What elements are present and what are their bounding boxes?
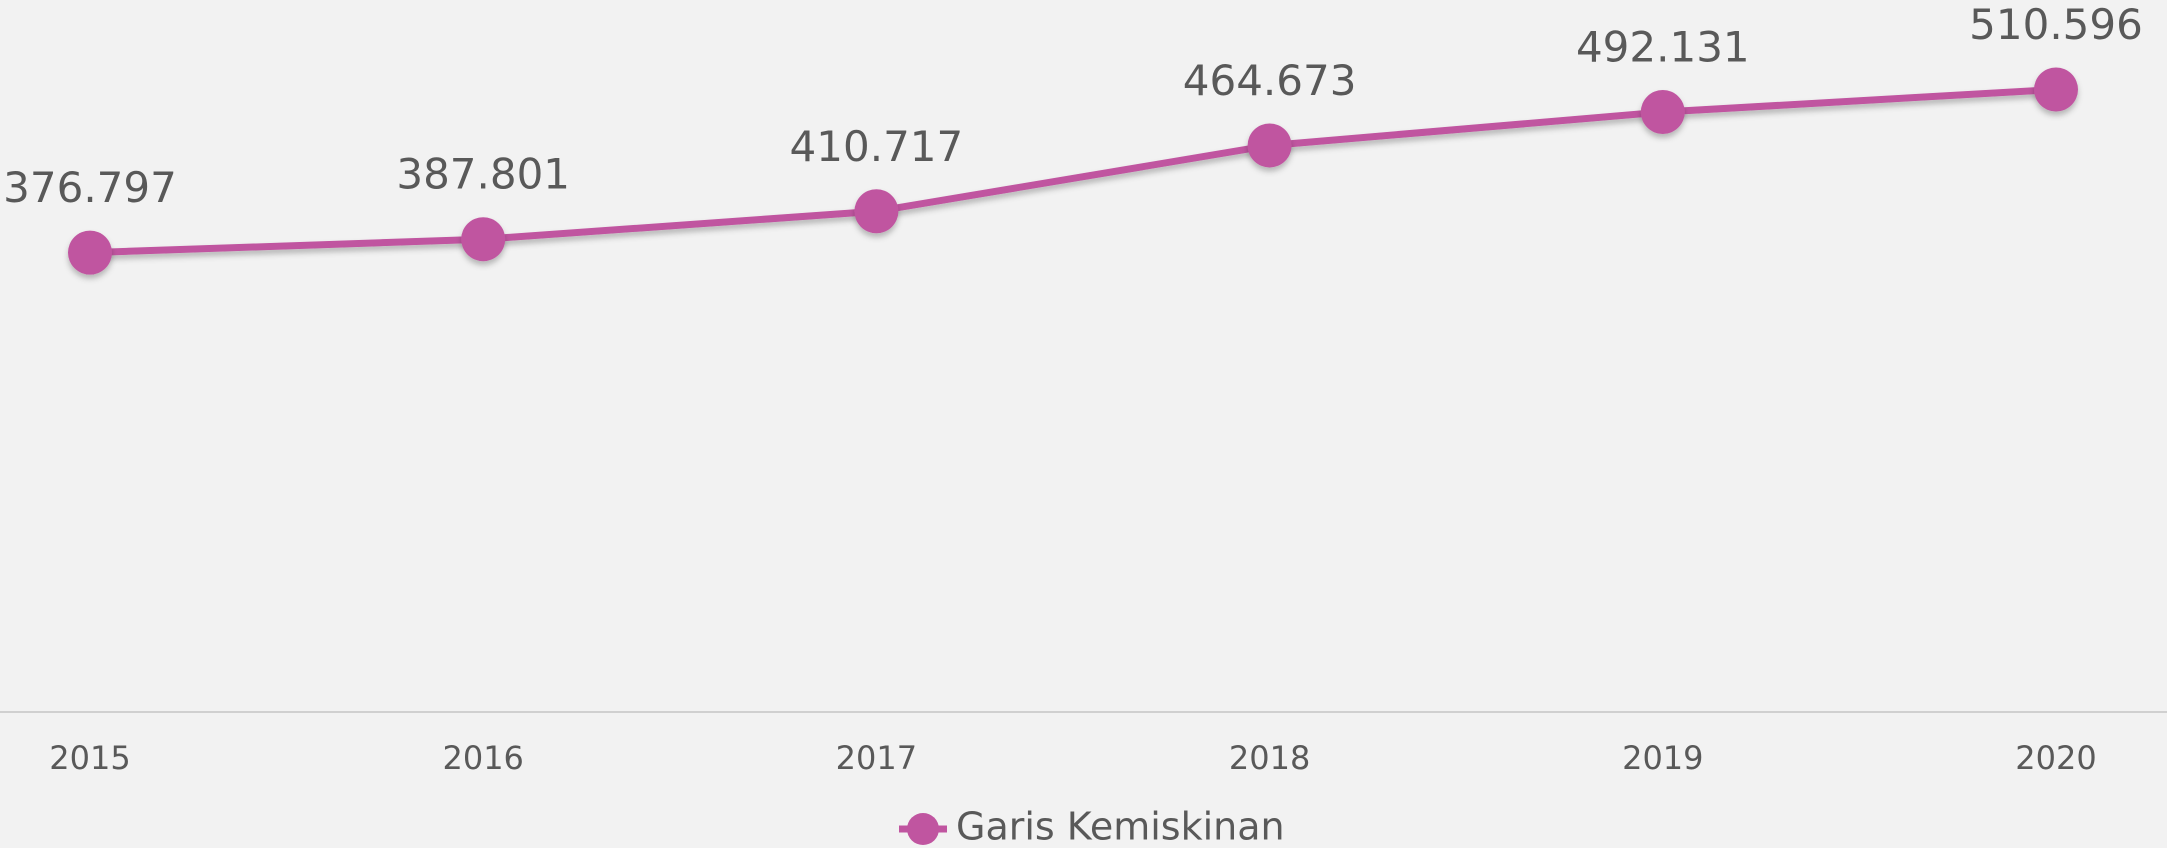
point-marker bbox=[854, 189, 899, 234]
data-label: 492.131 bbox=[1576, 23, 1750, 72]
x-tick-label: 2015 bbox=[49, 739, 130, 777]
point-marker bbox=[1247, 123, 1292, 168]
data-label: 410.717 bbox=[790, 122, 964, 171]
point-marker bbox=[1640, 90, 1685, 135]
x-tick-label: 2017 bbox=[836, 739, 917, 777]
data-label: 510.596 bbox=[1969, 0, 2143, 49]
point-marker bbox=[461, 217, 506, 262]
legend-marker bbox=[907, 813, 939, 845]
data-label: 387.801 bbox=[396, 150, 570, 199]
data-label: 376.797 bbox=[3, 163, 177, 212]
point-marker bbox=[2034, 67, 2078, 112]
legend-label: Garis Kemiskinan bbox=[956, 805, 1285, 848]
data-label: 464.673 bbox=[1183, 56, 1357, 105]
series-line bbox=[89, 85, 2057, 257]
x-tick-label: 2019 bbox=[1622, 739, 1703, 777]
x-tick-label: 2020 bbox=[2015, 739, 2096, 777]
x-tick-label: 2016 bbox=[442, 739, 523, 777]
point-marker bbox=[68, 230, 112, 275]
x-tick-label: 2018 bbox=[1229, 739, 1310, 777]
